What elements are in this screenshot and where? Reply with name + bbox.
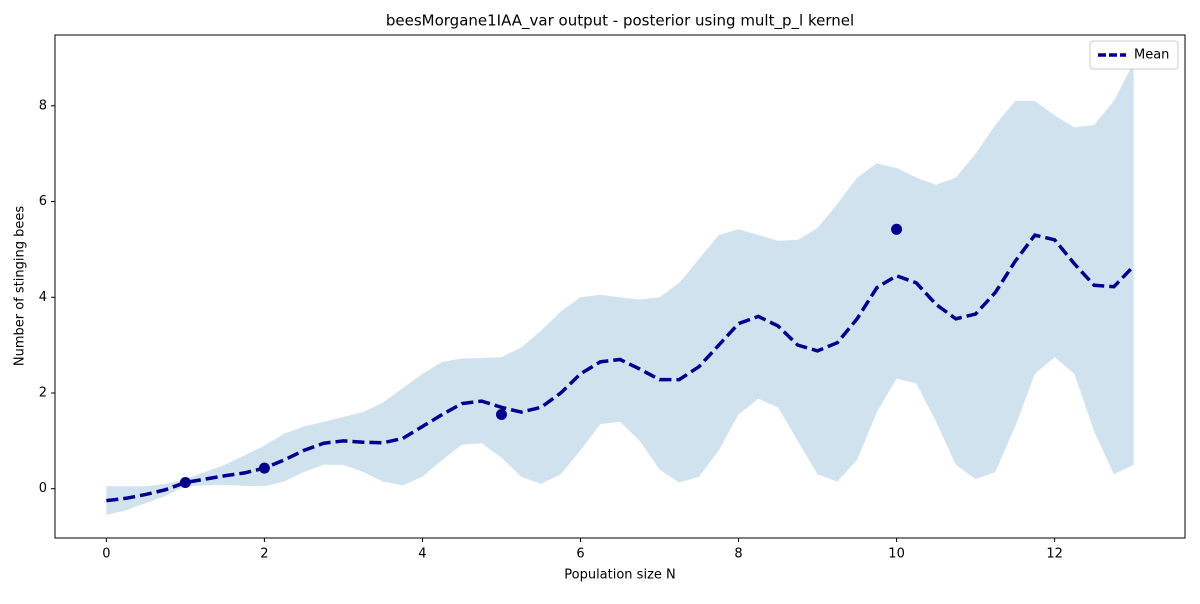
x-tick-label: 8 xyxy=(734,547,742,562)
y-tick-label: 2 xyxy=(39,385,47,400)
x-tick-label: 10 xyxy=(888,547,905,562)
y-tick-label: 4 xyxy=(39,290,47,305)
y-axis-label: Number of stinging bees xyxy=(13,206,28,366)
x-tick-label: 2 xyxy=(260,547,268,562)
x-tick-label: 0 xyxy=(102,547,110,562)
y-tick-label: 6 xyxy=(39,194,47,209)
data-point xyxy=(179,476,191,488)
plot-frame xyxy=(54,34,1186,539)
legend-box xyxy=(1089,40,1179,70)
y-tick-label: 8 xyxy=(39,98,47,113)
x-tick-label: 12 xyxy=(1046,547,1063,562)
data-point xyxy=(258,462,270,474)
x-axis-label: Population size N xyxy=(564,568,676,583)
data-point xyxy=(891,223,903,235)
x-tick-label: 4 xyxy=(418,547,426,562)
x-tick-label: 6 xyxy=(576,547,584,562)
legend-label: Mean xyxy=(1134,48,1169,63)
chart-title: beesMorgane1IAA_var output - posterior u… xyxy=(386,12,854,31)
confidence-band xyxy=(106,62,1134,516)
mean-line xyxy=(106,233,1135,503)
y-tick-label: 0 xyxy=(39,481,47,496)
data-point xyxy=(495,409,507,421)
